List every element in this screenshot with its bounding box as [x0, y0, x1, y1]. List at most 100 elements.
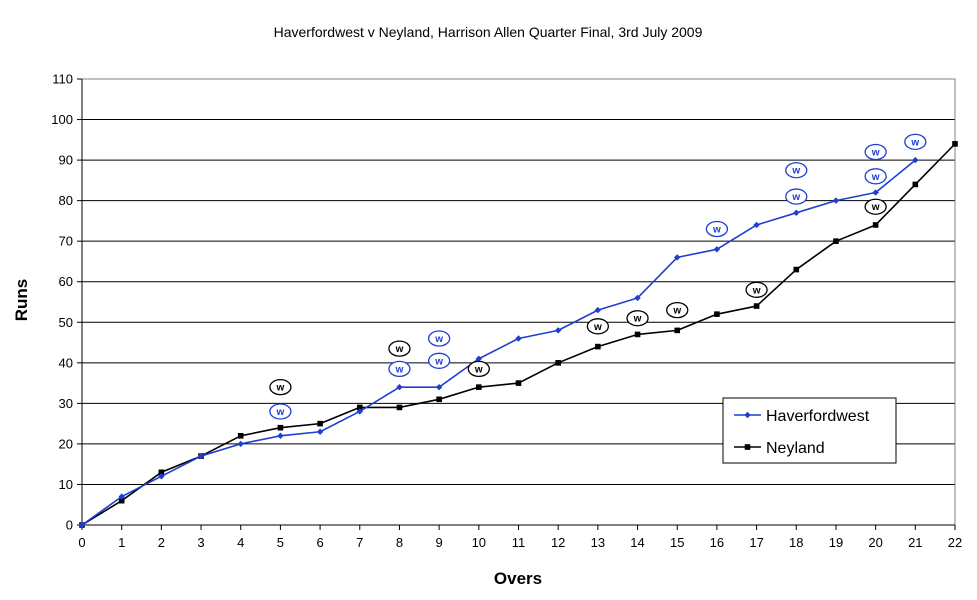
wicket-ellipse	[666, 301, 689, 319]
wicket-ellipse	[427, 352, 451, 369]
wicket-label: w	[871, 172, 880, 183]
series-line-haverfordwest	[81, 159, 916, 526]
x-tick-label: 11	[512, 535, 526, 550]
wicket-label: w	[395, 364, 404, 375]
x-tick-label: 21	[908, 535, 922, 550]
wicket-ellipse	[388, 340, 411, 357]
series-layer	[78, 141, 958, 529]
y-tick-label: 0	[66, 518, 73, 533]
data-point-neyland	[476, 384, 482, 390]
wicket-marker-haverfordwest: w	[864, 143, 887, 161]
wicket-marker-haverfordwest: w	[388, 360, 411, 378]
data-point-neyland	[714, 311, 720, 317]
wicket-marker-neyland: w	[745, 281, 768, 298]
data-point-haverfordwest	[197, 452, 205, 460]
data-point-haverfordwest	[277, 432, 284, 439]
data-point-haverfordwest	[634, 294, 641, 302]
y-tick-label: 50	[59, 315, 73, 330]
data-point-neyland	[515, 380, 522, 386]
x-tick-label: 14	[630, 535, 644, 550]
chart-title: Haverfordwest v Neyland, Harrison Allen …	[274, 24, 703, 40]
data-point-neyland	[595, 343, 601, 350]
wicket-label: w	[752, 285, 761, 296]
wicket-label: w	[910, 137, 919, 148]
data-point-haverfordwest	[316, 428, 324, 435]
x-tick-label: 10	[472, 535, 486, 550]
series-haverfordwest	[78, 156, 919, 529]
wicket-ellipse	[864, 198, 887, 215]
wicket-ellipse	[785, 188, 808, 205]
x-tick-label: 1	[118, 535, 125, 550]
x-tick-label: 17	[749, 535, 763, 550]
data-point-haverfordwest	[753, 221, 760, 229]
data-point-haverfordwest	[78, 521, 86, 529]
y-tick-label: 10	[59, 477, 73, 492]
wicket-ellipse	[467, 360, 490, 378]
wicket-ellipse	[269, 378, 292, 396]
legend-label: Neyland	[766, 440, 825, 457]
wicket-marker-neyland: w	[666, 301, 689, 319]
wicket-ellipse	[427, 330, 451, 347]
y-tick-label: 70	[59, 234, 73, 249]
data-point-neyland	[277, 424, 284, 431]
wicket-label: w	[633, 314, 642, 325]
y-tick-label: 90	[59, 153, 73, 168]
y-tick-label: 110	[52, 72, 73, 87]
data-point-haverfordwest	[713, 246, 721, 253]
x-tick-label: 0	[78, 535, 85, 550]
legend-box	[722, 397, 897, 464]
wicket-marker-haverfordwest: w	[864, 168, 887, 185]
data-point-haverfordwest	[832, 197, 840, 204]
wicket-label: w	[434, 334, 443, 345]
x-tick-label: 8	[396, 535, 403, 550]
data-point-neyland	[317, 420, 323, 427]
legend-swatch-marker	[744, 411, 751, 419]
wicket-label: w	[871, 202, 880, 213]
y-tick-label: 100	[51, 112, 73, 127]
wicket-marker-haverfordwest: w	[427, 352, 451, 369]
data-point-haverfordwest	[912, 156, 919, 164]
data-point-neyland	[396, 404, 403, 411]
x-tick-label: 6	[316, 535, 323, 550]
data-point-haverfordwest	[237, 440, 244, 448]
y-axis-title: Runs	[12, 279, 31, 322]
wicket-marker-neyland: w	[269, 378, 292, 396]
data-point-haverfordwest	[118, 493, 125, 500]
wicket-ellipse	[745, 281, 768, 298]
x-tick-labels: 0 1 2 3 4 5 6 7 8 9 10 11 12 13 14 15 16 17 18 19 20 21 22	[78, 535, 962, 550]
x-tick-label: 19	[829, 535, 843, 550]
x-tick-label: 9	[436, 535, 443, 550]
data-point-haverfordwest	[554, 327, 562, 334]
wicket-marker-haverfordwest: w	[269, 403, 292, 420]
wicket-marker-neyland: w	[467, 360, 490, 378]
y-tick-label: 40	[59, 355, 73, 370]
x-tick-label: 20	[868, 535, 882, 550]
data-point-haverfordwest	[435, 383, 443, 391]
legend-label: Haverfordwest	[766, 408, 870, 425]
data-point-neyland	[912, 181, 919, 188]
wicket-marker-neyland: w	[388, 340, 411, 357]
wicket-marker-haverfordwest: w	[785, 188, 808, 205]
x-tick-label: 5	[277, 535, 284, 550]
data-point-neyland	[634, 331, 641, 338]
x-axis-title: Overs	[494, 569, 542, 588]
legend: Haverfordwest Neyland	[722, 397, 897, 464]
wicket-label: w	[871, 147, 880, 158]
data-point-haverfordwest	[872, 189, 879, 196]
wicket-ellipse	[586, 318, 610, 335]
y-tick-label: 60	[59, 274, 73, 289]
data-point-haverfordwest	[396, 383, 403, 391]
data-point-neyland	[237, 433, 244, 439]
x-tick-label: 18	[789, 535, 803, 550]
wicket-marker-neyland: w	[586, 318, 610, 335]
y-tick-label: 20	[59, 436, 73, 451]
x-tick-label: 2	[158, 535, 165, 550]
data-point-haverfordwest	[793, 209, 800, 216]
data-point-neyland	[793, 266, 800, 273]
wicket-marker-neyland: w	[626, 310, 649, 327]
wicket-marker-neyland: w	[864, 198, 887, 215]
